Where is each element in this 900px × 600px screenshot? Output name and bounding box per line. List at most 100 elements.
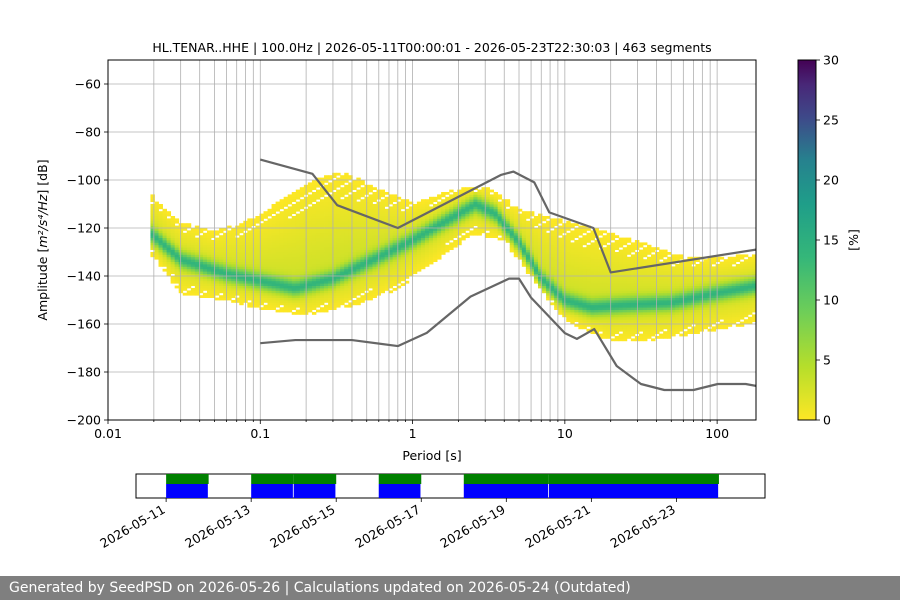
heatmap-cell [647, 304, 652, 308]
heatmap-cell [372, 235, 377, 238]
heatmap-cell [336, 208, 341, 212]
heatmap-cell [219, 288, 224, 291]
heatmap-cell [315, 304, 321, 308]
heatmap-cell [384, 273, 390, 277]
heatmap-cell [651, 266, 656, 270]
heatmap-cell [404, 218, 410, 222]
heatmap-cell [642, 338, 648, 342]
heatmap-cell [727, 290, 733, 294]
heatmap-cell [162, 259, 167, 262]
heatmap-cell [283, 259, 289, 262]
heatmap-cell [352, 283, 357, 286]
heatmap-cell [275, 237, 281, 241]
heatmap-cell [206, 283, 212, 286]
heatmap-cell [150, 220, 155, 224]
heatmap-cell [400, 261, 406, 265]
heatmap-cell [384, 218, 390, 222]
heatmap-cell [723, 316, 729, 320]
heatmap-cell [231, 278, 236, 282]
heatmap-cell [610, 328, 616, 332]
heatmap-cell [574, 254, 579, 258]
heatmap-cell [263, 290, 268, 294]
heatmap-cell [283, 264, 289, 267]
heatmap-cell [735, 285, 741, 289]
heatmap-cell [324, 196, 329, 200]
heatmap-cell [610, 326, 616, 330]
heatmap-cell [671, 302, 676, 306]
heatmap-cell [602, 273, 608, 277]
heatmap-cell [453, 201, 458, 205]
heatmap-cell [320, 280, 325, 284]
heatmap-cell [630, 309, 636, 313]
heatmap-cell [671, 321, 676, 325]
heatmap-cell [315, 189, 321, 193]
heatmap-cell [675, 259, 680, 262]
heatmap-cell [190, 237, 196, 241]
heatmap-cell [437, 244, 442, 248]
heatmap-cell [356, 297, 361, 301]
heatmap-cell [190, 290, 196, 294]
heatmap-cell [235, 273, 240, 277]
heatmap-cell [675, 292, 680, 296]
heatmap-cell [332, 283, 337, 286]
heatmap-cell [263, 225, 268, 229]
heatmap-cell [618, 300, 624, 303]
heatmap-cell [723, 297, 729, 301]
heatmap-cell [695, 268, 700, 272]
heatmap-cell [299, 232, 305, 236]
heatmap-cell [481, 206, 486, 210]
heatmap-cell [509, 240, 515, 243]
heatmap-cell [315, 292, 321, 296]
heatmap-cell [622, 280, 628, 284]
heatmap-cell [223, 235, 228, 238]
heatmap-cell [332, 182, 337, 186]
heatmap-cell [320, 273, 325, 277]
heatmap-cell [614, 295, 620, 298]
heatmap-cell [194, 278, 200, 282]
heatmap-cell [332, 240, 337, 243]
heatmap-cell [158, 230, 163, 234]
heatmap-cell [231, 237, 236, 241]
heatmap-cell [404, 249, 410, 253]
heatmap-cell [287, 295, 293, 298]
heatmap-cell [279, 213, 285, 217]
heatmap-cell [206, 259, 212, 262]
heatmap-cell [626, 331, 632, 334]
heatmap-cell [554, 280, 559, 284]
heatmap-cell [497, 218, 503, 222]
heatmap-cell [441, 211, 446, 214]
heatmap-cell [352, 187, 357, 190]
heatmap-cell [336, 290, 341, 294]
heatmap-cell [538, 249, 543, 253]
heatmap-cell [392, 278, 398, 282]
heatmap-cell [614, 338, 620, 342]
heatmap-cell [719, 285, 725, 289]
heatmap-cell [384, 271, 390, 274]
heatmap-cell [566, 261, 571, 265]
heatmap-cell [651, 268, 656, 272]
heatmap-cell [295, 218, 301, 222]
heatmap-cell [437, 225, 442, 229]
heatmap-cell [416, 228, 422, 231]
heatmap-cell [299, 201, 305, 205]
heatmap-cell [328, 187, 333, 190]
heatmap-cell [675, 285, 680, 289]
heatmap-cell [445, 237, 450, 241]
heatmap-cell [550, 268, 555, 272]
heatmap-cell [618, 288, 624, 291]
heatmap-cell [287, 232, 293, 236]
heatmap-cell [497, 213, 503, 217]
heatmap-cell [311, 196, 317, 200]
heatmap-cell [392, 247, 398, 250]
heatmap-cell [570, 235, 575, 238]
heatmap-cell [618, 252, 624, 255]
heatmap-cell [602, 336, 608, 339]
heatmap-cell [598, 319, 603, 322]
heatmap-cell [715, 266, 721, 270]
heatmap-cell [255, 218, 260, 222]
heatmap-cell [307, 295, 313, 298]
heatmap-cell [655, 276, 660, 279]
heatmap-cell [578, 256, 583, 260]
heatmap-cell [449, 218, 454, 222]
heatmap-cell [400, 273, 406, 277]
